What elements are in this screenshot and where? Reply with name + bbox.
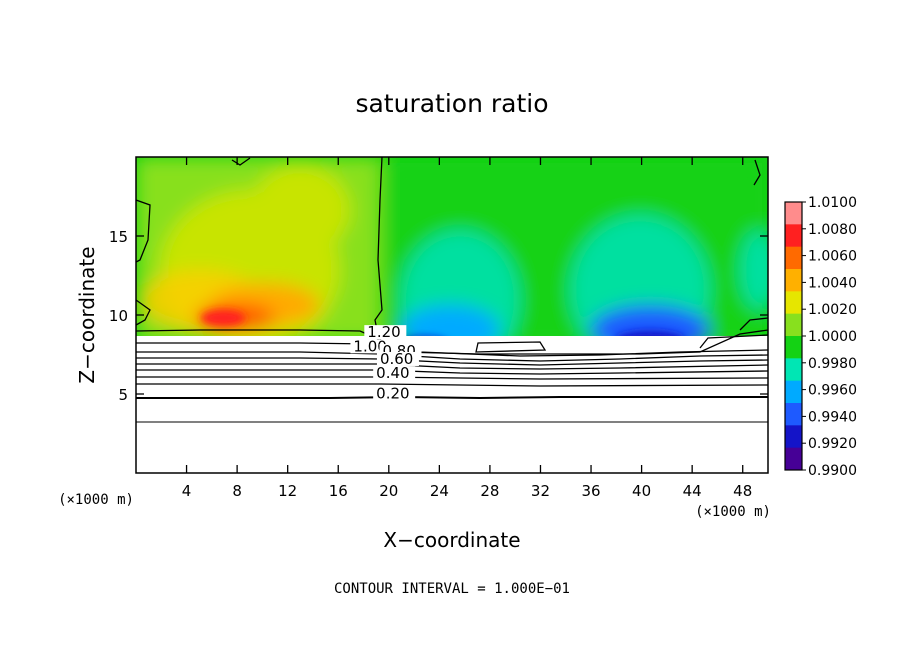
x-tick-label: 8 <box>232 482 242 500</box>
x-tick-label: 36 <box>581 482 600 500</box>
colorbar-label: 1.0060 <box>808 249 857 265</box>
contour-label: 1.20 <box>367 323 400 341</box>
contour-label: 0.20 <box>376 385 409 403</box>
colorbar-swatch <box>785 269 802 292</box>
colorbar-swatch <box>785 447 802 471</box>
contour-label: 0.40 <box>376 364 409 382</box>
colorbar-label: 0.9940 <box>808 409 857 425</box>
x-tick-label: 24 <box>430 482 449 500</box>
x-tick-label: 12 <box>278 482 297 500</box>
colorbar-swatch <box>785 336 802 359</box>
colorbar: 1.0100 1.0080 1.0060 1.0040 1.0020 1.0000 0.99… <box>784 195 857 479</box>
colorbar-swatch <box>785 425 802 449</box>
contour-label-bg <box>373 386 416 401</box>
chart-title: saturation ratio <box>355 89 548 118</box>
x-tick-label: 48 <box>733 482 752 500</box>
colorbar-label: 0.9900 <box>808 463 857 479</box>
colorbar-swatch <box>785 291 802 315</box>
y-tick-label: 5 <box>118 386 128 404</box>
x-tick-label: 44 <box>683 482 702 500</box>
y-axis-ticks: 5 10 15 <box>109 228 768 404</box>
colorbar-swatch <box>785 224 802 248</box>
colorbar-label: 1.0100 <box>808 195 857 211</box>
colorbar-swatch <box>785 403 802 426</box>
contour-label-bg <box>373 366 416 381</box>
x-tick-label: 28 <box>480 482 499 500</box>
x-tick-label: 16 <box>329 482 348 500</box>
colorbar-swatch <box>785 313 802 337</box>
x-tick-label: 4 <box>182 482 192 500</box>
x-tick-label: 32 <box>531 482 550 500</box>
y-tick-label: 10 <box>109 307 128 325</box>
x-axis-label: X−coordinate <box>383 528 520 552</box>
colorbar-label: 0.9960 <box>808 383 857 399</box>
contour-interval-note: CONTOUR INTERVAL = 1.000E−01 <box>334 581 570 597</box>
contour-label: 1.00 <box>353 337 386 355</box>
colorbar-label: 0.9920 <box>808 436 857 452</box>
contour-labels: 1.201.000.800.600.400.20 <box>350 323 422 403</box>
colorbar-label: 1.0020 <box>808 302 857 318</box>
x-unit-right: (×1000 m) <box>695 504 771 520</box>
contour-label-bg <box>376 351 419 366</box>
colorbar-label: 0.9980 <box>808 356 857 372</box>
colorbar-label: 1.0000 <box>808 329 857 345</box>
colorbar-swatch <box>785 202 802 225</box>
colorbar-label: 1.0040 <box>808 275 857 291</box>
y-tick-label: 15 <box>109 228 128 246</box>
x-tick-label: 40 <box>632 482 651 500</box>
contour-label: 0.60 <box>380 350 413 368</box>
x-axis-ticks: 4 8 12 16 20 24 28 32 36 40 44 48 <box>182 157 752 500</box>
colorbar-swatch <box>785 380 802 404</box>
colorbar-label: 1.0080 <box>808 222 857 238</box>
x-unit-left: (×1000 m) <box>58 492 134 508</box>
contour-lines <box>136 157 768 423</box>
plot-area <box>136 157 768 473</box>
y-axis-label: Z−coordinate <box>75 246 99 383</box>
x-tick-label: 20 <box>379 482 398 500</box>
colorbar-swatch <box>785 358 802 382</box>
contour-label-bg <box>364 325 407 340</box>
colorbar-swatch <box>785 246 802 270</box>
